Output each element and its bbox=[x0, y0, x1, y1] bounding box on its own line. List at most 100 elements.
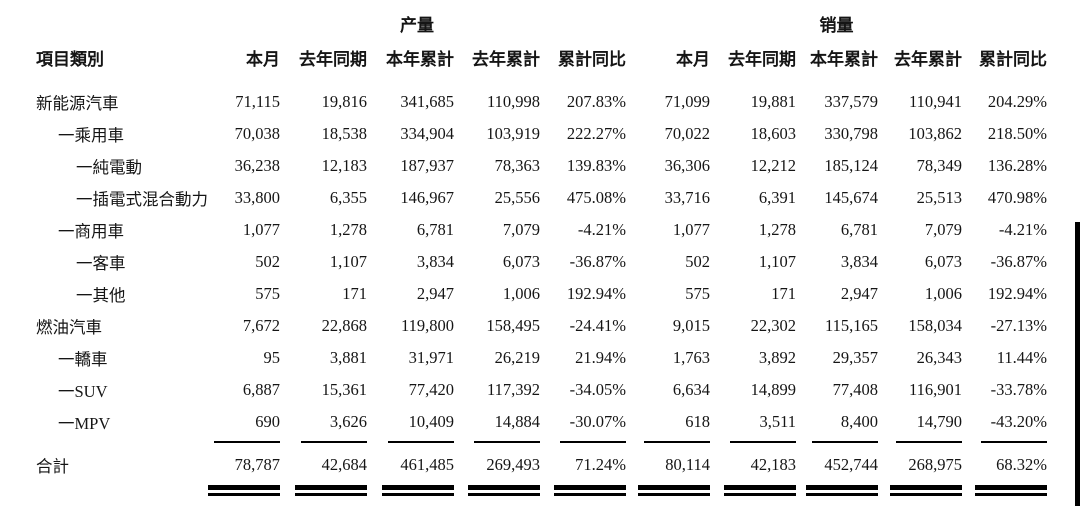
cell-value: 11.44% bbox=[996, 348, 1047, 367]
cell-value: 1,107 bbox=[758, 252, 796, 271]
cell-value: -27.13% bbox=[990, 316, 1047, 335]
table-row: 一其他 575 171 2,947 1,006 192.94% 575 171 2,947 1,0… bbox=[36, 278, 1047, 310]
column-header: 本年累計 bbox=[810, 49, 878, 69]
cell-value: 136.28% bbox=[987, 156, 1047, 175]
total-cell-value: 78,787 bbox=[234, 455, 280, 474]
cell-value: 36,306 bbox=[664, 156, 710, 175]
single-rule bbox=[981, 441, 1047, 443]
single-rule bbox=[301, 441, 367, 443]
total-cell-value: 461,485 bbox=[400, 455, 454, 474]
cell-value: 145,674 bbox=[824, 188, 878, 207]
table-row: 一MPV 690 3,626 10,409 14,884 -30.07% 618 3,511 8… bbox=[36, 406, 1047, 438]
cell-value: 6,073 bbox=[502, 252, 540, 271]
row-category-label: 一MPV bbox=[58, 414, 111, 433]
cell-value: 6,391 bbox=[758, 188, 796, 207]
cell-value: 6,355 bbox=[329, 188, 367, 207]
cell-value: 6,887 bbox=[242, 380, 280, 399]
row-category-label: 一商用車 bbox=[58, 222, 124, 241]
cell-value: 95 bbox=[263, 348, 281, 367]
double-rule bbox=[890, 485, 962, 496]
cell-value: 502 bbox=[685, 252, 710, 271]
row-category-label: 一客車 bbox=[76, 254, 126, 273]
cell-value: 187,937 bbox=[400, 156, 454, 175]
cell-value: 117,392 bbox=[486, 380, 540, 399]
row-category-label: 一其他 bbox=[76, 286, 126, 305]
column-header: 本年累計 bbox=[386, 49, 454, 69]
table-row: 新能源汽車 71,115 19,816 341,685 110,998 207.83% 71… bbox=[36, 86, 1047, 118]
double-rule bbox=[468, 485, 540, 496]
cell-value: 1,763 bbox=[672, 348, 710, 367]
single-rule bbox=[560, 441, 626, 443]
single-rule bbox=[896, 441, 962, 443]
cell-value: 475.08% bbox=[566, 188, 626, 207]
cell-value: 12,183 bbox=[321, 156, 367, 175]
cell-value: 110,998 bbox=[486, 92, 540, 111]
cell-value: 185,124 bbox=[824, 156, 878, 175]
cell-value: 15,361 bbox=[321, 380, 367, 399]
cell-value: 31,971 bbox=[408, 348, 454, 367]
cell-value: 7,079 bbox=[924, 220, 962, 239]
total-cell-value: 68.32% bbox=[996, 455, 1047, 474]
double-rule bbox=[208, 485, 280, 496]
cell-value: 1,278 bbox=[758, 220, 796, 239]
total-cell-value: 80,114 bbox=[665, 455, 710, 474]
total-cell-value: 42,183 bbox=[750, 455, 796, 474]
cell-value: 2,947 bbox=[840, 284, 878, 303]
cell-value: 502 bbox=[255, 252, 280, 271]
cell-value: 690 bbox=[255, 412, 280, 431]
single-rule bbox=[474, 441, 540, 443]
cell-value: 25,513 bbox=[916, 188, 962, 207]
group-header-row: 产量 销量 bbox=[36, 6, 1047, 40]
cell-value: 6,634 bbox=[672, 380, 710, 399]
cell-value: 70,022 bbox=[664, 124, 710, 143]
table-row: 一商用車 1,077 1,278 6,781 7,079 -4.21% 1,077 1,278… bbox=[36, 214, 1047, 246]
cell-value: 192.94% bbox=[566, 284, 626, 303]
double-rule bbox=[295, 485, 367, 496]
cell-value: 22,302 bbox=[750, 316, 796, 335]
cell-value: 18,603 bbox=[750, 124, 796, 143]
cell-value: -4.21% bbox=[577, 220, 626, 239]
column-header-row: 項目類別 本月 去年同期 本年累計 去年累計 累計同比 本月 去年同期 本年累計… bbox=[36, 40, 1047, 74]
cell-value: 14,790 bbox=[916, 412, 962, 431]
cell-value: 78,349 bbox=[916, 156, 962, 175]
cell-value: 33,800 bbox=[234, 188, 280, 207]
total-row-label: 合計 bbox=[36, 457, 69, 476]
row-category-label: 一插電式混合動力 bbox=[76, 190, 208, 209]
single-rule bbox=[214, 441, 280, 443]
total-row: 合計 78,787 42,684 461,485 269,493 71.24% … bbox=[36, 447, 1047, 483]
cell-value: 3,881 bbox=[329, 348, 367, 367]
column-header-category: 項目類別 bbox=[36, 49, 104, 69]
double-rule bbox=[806, 485, 878, 496]
production-sales-table: 产量 销量 項目類別 本月 去年同期 本年累計 去年累計 累計同比 本月 去年同… bbox=[36, 6, 1047, 497]
cell-value: -36.87% bbox=[990, 252, 1047, 271]
cell-value: 171 bbox=[771, 284, 796, 303]
right-edge-scrollbar[interactable] bbox=[1075, 222, 1080, 506]
group-header-production: 产量 bbox=[400, 15, 434, 35]
row-category-label: 一乘用車 bbox=[58, 126, 124, 145]
double-rule bbox=[554, 485, 626, 496]
cell-value: 25,556 bbox=[494, 188, 540, 207]
cell-value: 7,672 bbox=[242, 316, 280, 335]
cell-value: 71,115 bbox=[235, 92, 280, 111]
cell-value: 3,626 bbox=[329, 412, 367, 431]
cell-value: 26,219 bbox=[494, 348, 540, 367]
cell-value: 71,099 bbox=[664, 92, 710, 111]
cell-value: 110,941 bbox=[908, 92, 962, 111]
double-rule bbox=[638, 485, 710, 496]
cell-value: 14,899 bbox=[750, 380, 796, 399]
total-cell-value: 42,684 bbox=[321, 455, 367, 474]
cell-value: 330,798 bbox=[824, 124, 878, 143]
column-header: 累計同比 bbox=[979, 49, 1047, 69]
cell-value: 2,947 bbox=[416, 284, 454, 303]
cell-value: 1,006 bbox=[924, 284, 962, 303]
row-category-label: 一轎車 bbox=[58, 350, 108, 369]
cell-value: 1,006 bbox=[502, 284, 540, 303]
cell-value: 36,238 bbox=[234, 156, 280, 175]
table-row: 一客車 502 1,107 3,834 6,073 -36.87% 502 1,107 3,83… bbox=[36, 246, 1047, 278]
cell-value: 1,077 bbox=[242, 220, 280, 239]
table-row: 一轎車 95 3,881 31,971 26,219 21.94% 1,763 3,892 29… bbox=[36, 342, 1047, 374]
cell-value: -4.21% bbox=[998, 220, 1047, 239]
cell-value: 116,901 bbox=[908, 380, 962, 399]
cell-value: 3,834 bbox=[416, 252, 454, 271]
cell-value: 3,892 bbox=[758, 348, 796, 367]
